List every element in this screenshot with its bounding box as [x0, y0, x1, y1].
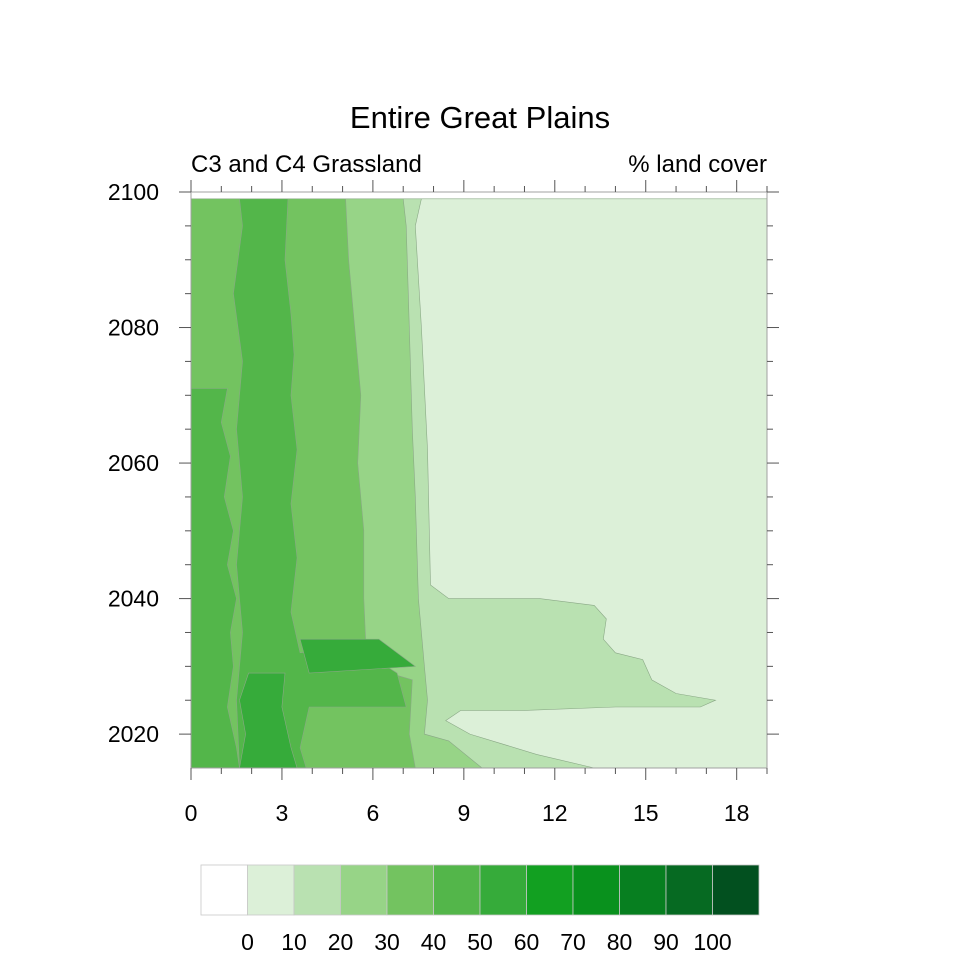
- y-tick-label: 2060: [108, 450, 159, 476]
- x-tick-label: 0: [185, 800, 198, 826]
- colorbar-box: [433, 864, 481, 916]
- colorbar-label: 90: [653, 929, 679, 955]
- x-tick-label: 3: [276, 800, 289, 826]
- y-tick-label: 2040: [108, 586, 159, 612]
- colorbar-label: 10: [281, 929, 307, 955]
- colorbar-label: 100: [693, 929, 731, 955]
- colorbar-label: 50: [467, 929, 493, 955]
- y-tick-label: 2100: [108, 179, 159, 205]
- y-tick-label: 2080: [108, 315, 159, 341]
- contour-region-level-5: [190, 388, 240, 769]
- colorbar-label: 60: [514, 929, 540, 955]
- plot-area: [190, 198, 768, 769]
- colorbar-box: [665, 864, 713, 916]
- colorbar-box: [200, 864, 248, 916]
- colorbar-box: [247, 864, 295, 916]
- x-tick-label: 12: [542, 800, 568, 826]
- colorbar-box: [479, 864, 527, 916]
- x-tick-label: 18: [724, 800, 750, 826]
- right-subtitle: % land cover: [628, 151, 767, 178]
- y-axis: 2020 2040 2060 2080 2100: [108, 179, 779, 747]
- colorbar-label: 20: [328, 929, 354, 955]
- contour-region-level-5: [233, 198, 407, 769]
- x-tick-label: 15: [633, 800, 659, 826]
- colorbar-box: [572, 864, 620, 916]
- colorbar-box: [340, 864, 388, 916]
- colorbar-box: [526, 864, 574, 916]
- colorbar-label: 70: [560, 929, 586, 955]
- colorbar-box: [293, 864, 341, 916]
- left-subtitle: C3 and C4 Grassland: [191, 151, 422, 178]
- colorbar-box: [386, 864, 434, 916]
- colorbar-box: [712, 864, 760, 916]
- chart-title: Entire Great Plains: [350, 100, 610, 135]
- plot-frame: [190, 191, 768, 769]
- x-axis: 0 3 6 9 12 15 18: [185, 180, 768, 826]
- colorbar-box: [619, 864, 667, 916]
- y-tick-label: 2020: [108, 721, 159, 747]
- colorbar-legend: 0 10 20 30 40 50 60 70 80 90 100: [200, 864, 760, 955]
- colorbar-label: 80: [607, 929, 633, 955]
- x-tick-label: 9: [457, 800, 470, 826]
- contour-region-level-6: [299, 638, 417, 674]
- colorbar-label: 40: [421, 929, 447, 955]
- x-tick-label: 6: [366, 800, 379, 826]
- colorbar-label: 30: [374, 929, 400, 955]
- colorbar-label: 0: [241, 929, 254, 955]
